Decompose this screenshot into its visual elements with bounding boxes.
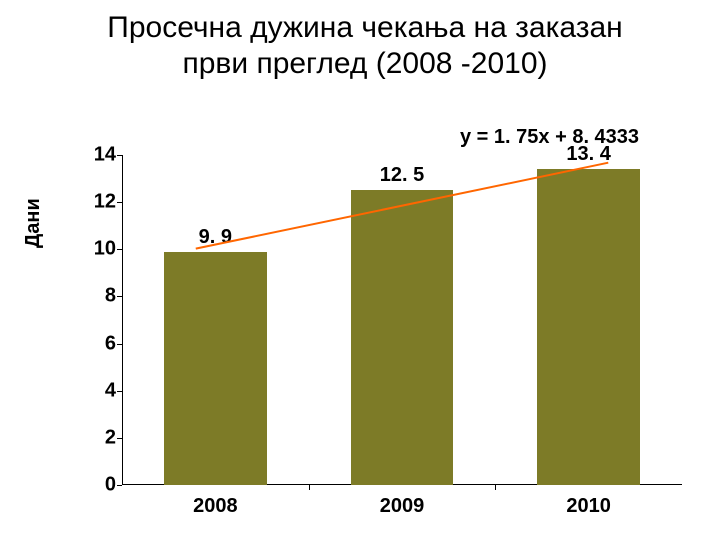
xtick-mark: [309, 485, 310, 490]
ytick-label: 12: [94, 191, 116, 214]
ytick-label: 8: [105, 285, 116, 308]
x-category-label: 2008: [193, 495, 238, 518]
trend-equation: y = 1. 75x + 8. 4333: [460, 126, 639, 149]
bar-chart: 024681012149. 9200812. 5200913. 42010: [122, 155, 682, 485]
ytick-label: 6: [105, 332, 116, 355]
chart-title: Просечна дужина чекања на заказан први п…: [30, 10, 700, 82]
x-category-label: 2009: [380, 495, 425, 518]
x-category-label: 2010: [566, 495, 611, 518]
ytick-label: 0: [105, 474, 116, 497]
ytick-label: 4: [105, 379, 116, 402]
y-axis-label: Дани: [22, 198, 45, 248]
title-line1: Просечна дужина чекања на заказан: [107, 11, 622, 44]
ytick-label: 14: [94, 144, 116, 167]
title-line2: први преглед (2008 -2010): [182, 47, 547, 80]
slide: Просечна дужина чекања на заказан први п…: [0, 0, 720, 540]
xtick-mark: [495, 485, 496, 490]
ytick-label: 2: [105, 426, 116, 449]
ytick-label: 10: [94, 238, 116, 261]
ytick-mark: [117, 485, 122, 486]
trend-line: [122, 155, 682, 485]
